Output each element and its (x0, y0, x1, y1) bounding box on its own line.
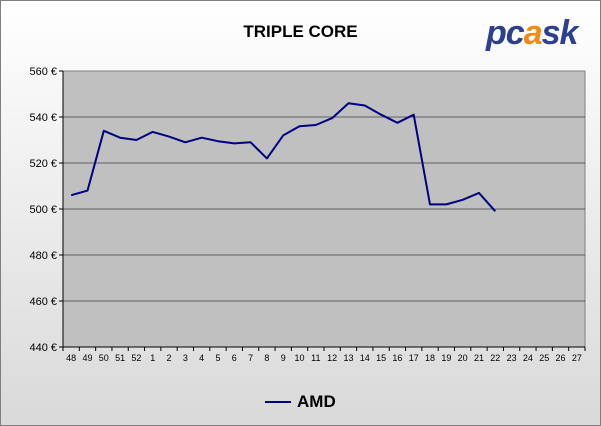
x-tick-label-51: 51 (115, 353, 125, 363)
legend-label-amd: AMD (297, 392, 336, 411)
x-tick-label-50: 50 (99, 353, 109, 363)
x-tick-label-17: 17 (409, 353, 419, 363)
x-tick-label-18: 18 (425, 353, 435, 363)
x-tick-label-16: 16 (392, 353, 402, 363)
x-tick-label-49: 49 (82, 353, 92, 363)
x-tick-label-13: 13 (343, 353, 353, 363)
x-tick-label-11: 11 (311, 353, 320, 363)
x-tick-label-4: 4 (199, 353, 204, 363)
legend: AMD (265, 392, 336, 412)
series-line-amd (70, 102, 497, 212)
x-tick-label-10: 10 (295, 353, 305, 363)
x-tick-label-52: 52 (131, 353, 141, 363)
x-tick-label-21: 21 (474, 353, 484, 363)
x-tick-label-24: 24 (523, 353, 533, 363)
x-tick-label-25: 25 (539, 353, 549, 363)
x-tick-label-2: 2 (167, 353, 172, 363)
y-tick-label-440: 440 € (29, 342, 57, 354)
x-tick-label-48: 48 (66, 353, 76, 363)
y-tick-label-540: 540 € (29, 112, 57, 124)
x-tick-label-15: 15 (376, 353, 386, 363)
x-tick-label-27: 27 (572, 353, 582, 363)
x-tick-label-22: 22 (490, 353, 500, 363)
x-tick-label-12: 12 (327, 353, 337, 363)
y-tick-label-480: 480 € (29, 250, 57, 262)
x-tick-label-23: 23 (507, 353, 517, 363)
y-tick-label-460: 460 € (29, 296, 57, 308)
x-tick-label-1: 1 (150, 353, 155, 363)
chart-title: TRIPLE CORE (243, 22, 358, 41)
legend-swatch-amd (265, 401, 291, 403)
x-tick-label-3: 3 (183, 353, 188, 363)
x-tick-label-5: 5 (215, 353, 220, 363)
x-tick-label-6: 6 (232, 353, 237, 363)
x-tick-label-14: 14 (360, 353, 370, 363)
x-tick-label-9: 9 (281, 353, 286, 363)
x-tick-label-26: 26 (556, 353, 566, 363)
x-tick-label-20: 20 (458, 353, 468, 363)
y-tick-label-520: 520 € (29, 158, 57, 170)
x-tick-label-19: 19 (441, 353, 451, 363)
y-tick-label-500: 500 € (29, 204, 57, 216)
pcask-logo: pcask (486, 14, 578, 52)
y-tick-label-560: 560 € (29, 66, 57, 78)
x-tick-label-7: 7 (248, 353, 253, 363)
x-tick-label-8: 8 (264, 353, 269, 363)
